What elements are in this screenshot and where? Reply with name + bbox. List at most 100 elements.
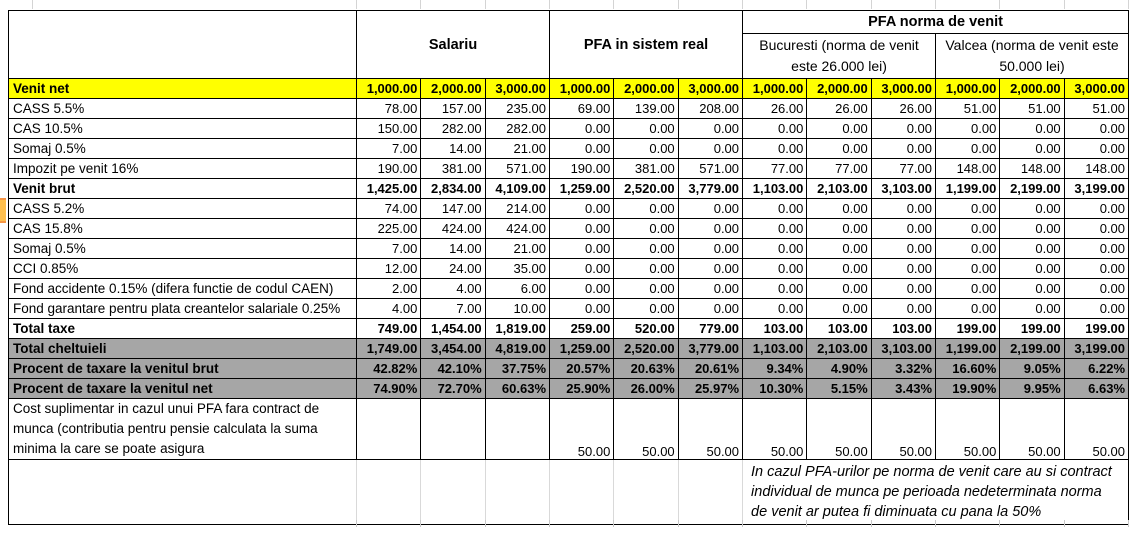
value-cell[interactable]: 6.00 [484, 278, 551, 299]
value-cell[interactable]: 0.00 [870, 118, 937, 139]
value-cell[interactable]: 2,199.00 [999, 178, 1065, 199]
row-label-cell[interactable]: Venit net [8, 78, 357, 99]
value-cell[interactable]: 1,000.00 [742, 78, 808, 99]
value-cell[interactable]: 214.00 [484, 198, 551, 219]
value-cell[interactable]: 1,749.00 [355, 338, 422, 359]
value-cell[interactable]: 0.00 [870, 198, 937, 219]
value-cell[interactable]: 6.63% [1063, 378, 1130, 399]
value-cell[interactable]: 51.00 [999, 98, 1065, 119]
row-label-cell[interactable]: Somaj 0.5% [8, 138, 357, 159]
value-cell[interactable]: 0.00 [677, 198, 744, 219]
value-cell[interactable]: 0.00 [999, 118, 1065, 139]
value-cell[interactable]: 0.00 [613, 198, 679, 219]
value-cell[interactable]: 3,779.00 [677, 178, 744, 199]
value-cell[interactable]: 2,000.00 [806, 78, 872, 99]
value-cell[interactable]: 0.00 [742, 138, 808, 159]
value-cell[interactable]: 150.00 [355, 118, 422, 139]
value-cell[interactable]: 50.00 [999, 398, 1065, 460]
row-label-cell[interactable]: CASS 5.2% [8, 198, 357, 219]
empty-cell[interactable] [356, 459, 422, 525]
value-cell[interactable]: 157.00 [420, 98, 486, 119]
value-cell[interactable]: 225.00 [355, 218, 422, 239]
value-cell[interactable]: 0.00 [613, 238, 679, 259]
row-label-cell[interactable]: Cost suplimentar in cazul unui PFA fara … [8, 398, 357, 460]
value-cell[interactable]: 3,000.00 [870, 78, 937, 99]
row-label-cell[interactable]: Fond garantare pentru plata creantelor s… [8, 298, 357, 319]
value-cell[interactable] [484, 398, 551, 460]
value-cell[interactable]: 74.90% [355, 378, 422, 399]
value-cell[interactable]: 0.00 [935, 238, 1001, 259]
value-cell[interactable]: 0.00 [999, 258, 1065, 279]
empty-cell[interactable] [485, 459, 551, 525]
row-label-cell[interactable]: Impozit pe venit 16% [8, 158, 357, 179]
value-cell[interactable]: 0.00 [935, 138, 1001, 159]
value-cell[interactable]: 78.00 [355, 98, 422, 119]
value-cell[interactable]: 0.00 [806, 278, 872, 299]
value-cell[interactable]: 50.00 [935, 398, 1001, 460]
group-header-salariu[interactable]: Salariu [355, 10, 551, 79]
value-cell[interactable]: 2.00 [355, 278, 422, 299]
value-cell[interactable]: 749.00 [355, 318, 422, 339]
row-label-cell[interactable]: Total cheltuieli [8, 338, 357, 359]
value-cell[interactable]: 0.00 [549, 258, 615, 279]
value-cell[interactable]: 0.00 [677, 278, 744, 299]
value-cell[interactable]: 0.00 [549, 118, 615, 139]
value-cell[interactable]: 9.34% [742, 358, 808, 379]
value-cell[interactable]: 0.00 [677, 218, 744, 239]
value-cell[interactable]: 51.00 [935, 98, 1001, 119]
value-cell[interactable]: 60.63% [484, 378, 551, 399]
value-cell[interactable]: 103.00 [870, 318, 937, 339]
value-cell[interactable]: 2,520.00 [613, 178, 679, 199]
value-cell[interactable]: 26.00 [806, 98, 872, 119]
value-cell[interactable]: 50.00 [806, 398, 872, 460]
value-cell[interactable]: 3,103.00 [870, 178, 937, 199]
value-cell[interactable]: 0.00 [806, 218, 872, 239]
value-cell[interactable]: 381.00 [613, 158, 679, 179]
value-cell[interactable]: 3.43% [870, 378, 937, 399]
value-cell[interactable]: 0.00 [999, 138, 1065, 159]
value-cell[interactable]: 147.00 [420, 198, 486, 219]
value-cell[interactable] [420, 398, 486, 460]
value-cell[interactable]: 0.00 [806, 258, 872, 279]
value-cell[interactable]: 0.00 [1063, 198, 1130, 219]
value-cell[interactable]: 0.00 [549, 138, 615, 159]
value-cell[interactable]: 0.00 [935, 198, 1001, 219]
value-cell[interactable]: 2,834.00 [420, 178, 486, 199]
value-cell[interactable]: 0.00 [742, 298, 808, 319]
value-cell[interactable]: 1,425.00 [355, 178, 422, 199]
value-cell[interactable]: 77.00 [742, 158, 808, 179]
value-cell[interactable]: 9.05% [999, 358, 1065, 379]
value-cell[interactable]: 208.00 [677, 98, 744, 119]
value-cell[interactable]: 50.00 [870, 398, 937, 460]
value-cell[interactable]: 19.90% [935, 378, 1001, 399]
value-cell[interactable]: 0.00 [613, 218, 679, 239]
value-cell[interactable]: 0.00 [613, 258, 679, 279]
row-label-cell[interactable]: CAS 15.8% [8, 218, 357, 239]
value-cell[interactable]: 2,000.00 [613, 78, 679, 99]
value-cell[interactable]: 69.00 [549, 98, 615, 119]
value-cell[interactable]: 0.00 [999, 218, 1065, 239]
row-label-cell[interactable]: CAS 10.5% [8, 118, 357, 139]
value-cell[interactable]: 0.00 [870, 218, 937, 239]
value-cell[interactable]: 7.00 [355, 138, 422, 159]
value-cell[interactable]: 20.57% [549, 358, 615, 379]
value-cell[interactable]: 381.00 [420, 158, 486, 179]
value-cell[interactable]: 50.00 [613, 398, 679, 460]
row-label-cell[interactable]: Procent de taxare la venitul net [8, 378, 357, 399]
value-cell[interactable]: 0.00 [1063, 258, 1130, 279]
value-cell[interactable]: 0.00 [549, 198, 615, 219]
value-cell[interactable]: 12.00 [355, 258, 422, 279]
value-cell[interactable]: 0.00 [935, 278, 1001, 299]
value-cell[interactable]: 0.00 [742, 238, 808, 259]
empty-cell[interactable] [549, 459, 615, 525]
value-cell[interactable]: 0.00 [806, 298, 872, 319]
value-cell[interactable]: 0.00 [677, 238, 744, 259]
value-cell[interactable]: 1,000.00 [549, 78, 615, 99]
value-cell[interactable]: 4.00 [355, 298, 422, 319]
value-cell[interactable]: 2,000.00 [999, 78, 1065, 99]
value-cell[interactable]: 0.00 [613, 298, 679, 319]
value-cell[interactable]: 10.30% [742, 378, 808, 399]
value-cell[interactable]: 74.00 [355, 198, 422, 219]
group-header-pfa-norma-venit[interactable]: PFA norma de venit [742, 10, 1130, 34]
value-cell[interactable]: 5.15% [806, 378, 872, 399]
